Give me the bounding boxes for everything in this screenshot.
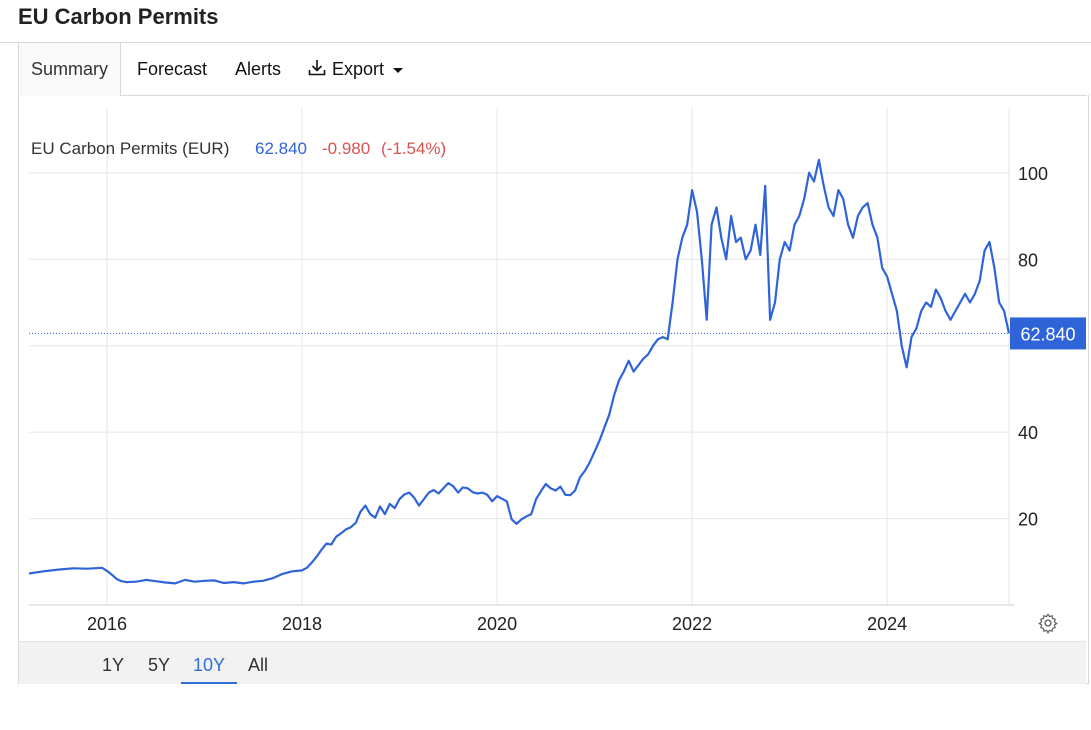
y-tick-label: 40 [1018,423,1038,443]
tab-export[interactable]: Export [307,43,404,95]
legend: EU Carbon Permits (EUR) 62.840 -0.980 (-… [31,139,446,158]
gear-icon[interactable] [1037,612,1059,634]
page-title: EU Carbon Permits [18,4,219,29]
export-label: Export [332,59,385,79]
chevron-down-icon [393,67,404,73]
y-tick-label: 80 [1018,250,1038,270]
range-all-button[interactable]: All [247,655,268,675]
range-selector: 1Y 5Y 10Y All [19,641,1086,684]
tab-alerts[interactable]: Alerts [235,59,282,79]
grid [29,108,1010,605]
tab-summary[interactable]: Summary [18,43,122,96]
header-divider [0,42,1091,43]
legend-change: -0.980 [322,139,370,158]
x-axis: 2016 2018 2020 2022 2024 [87,614,907,634]
tab-bar: Summary Forecast Alerts Export [18,43,1087,96]
x-tick-label: 2018 [282,614,322,634]
x-tick-label: 2022 [672,614,712,634]
legend-value: 62.840 [255,139,307,158]
download-icon [308,60,326,76]
range-1y-button[interactable]: 1Y [101,655,125,675]
range-5y-button[interactable]: 5Y [147,655,171,675]
price-chart: 2016 2018 2020 2022 2024 20 40 80 100 EU Carbon… [28,108,1086,634]
series-line [28,158,1011,585]
y-axis: 20 40 80 100 [1018,164,1048,530]
range-10y-button[interactable]: 10Y [181,642,237,684]
x-tick-label: 2024 [867,614,907,634]
x-tick-label: 2016 [87,614,127,634]
last-price-tag-text: 62.840 [1020,324,1075,344]
last-price-tag: 62.840 [1010,317,1086,350]
y-tick-label: 100 [1018,164,1048,184]
legend-change-pct: (-1.54%) [381,139,446,158]
tab-forecast[interactable]: Forecast [137,59,208,79]
x-tick-label: 2020 [477,614,517,634]
last-price-tag-box [1010,317,1086,350]
y-tick-label: 20 [1018,510,1038,530]
legend-series-name: EU Carbon Permits (EUR) [31,139,229,158]
